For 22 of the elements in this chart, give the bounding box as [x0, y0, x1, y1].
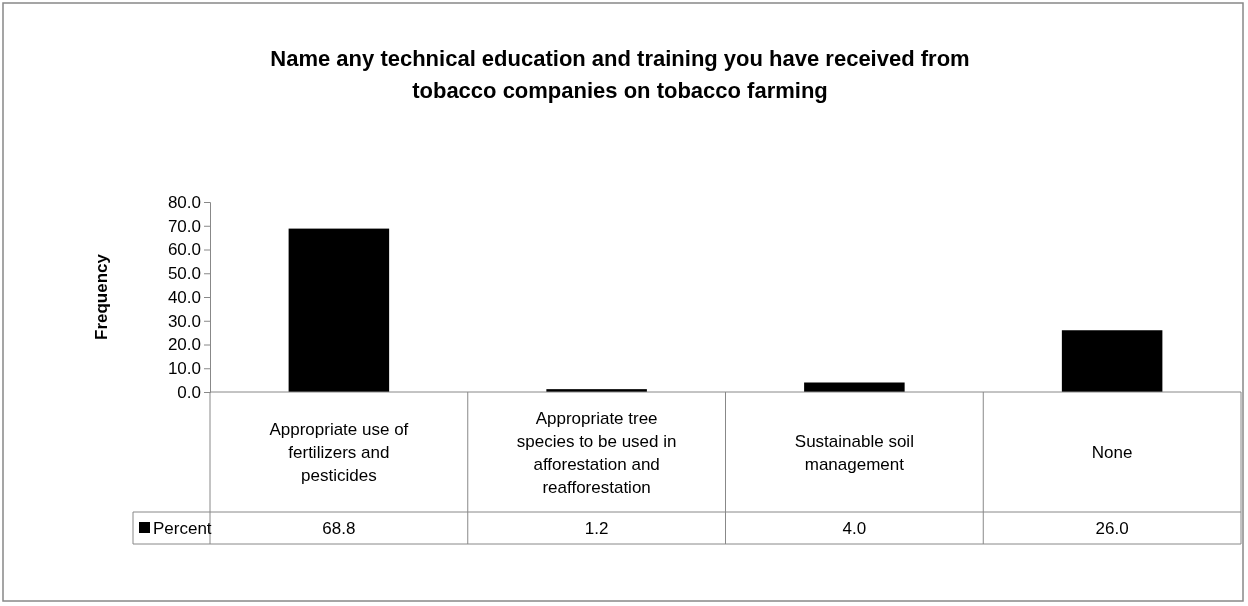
y-tick-label: 30.0 [167, 311, 201, 331]
data-label: 26.0 [1095, 519, 1129, 538]
y-tick-label: 60.0 [167, 240, 201, 260]
bar [1061, 330, 1163, 392]
y-axis-title: Frequency [92, 253, 111, 340]
y-tick-label: 40.0 [167, 287, 201, 307]
x-tick-label: Appropriate use of fertilizers and pesticides [269, 420, 409, 485]
data-label: 1.2 [584, 519, 609, 538]
x-tick-label: Appropriate tree species to be used in afforestation and reafforestation [516, 408, 677, 497]
x-tick-label: Sustainable soil management [794, 431, 914, 474]
x-tick-label: None [1091, 443, 1133, 462]
chart-title: Name any technical education and training you have received from tobacco companies on tobacco farming [270, 46, 970, 103]
bar [288, 228, 390, 392]
y-tick-label: 80.0 [167, 192, 201, 212]
data-label: 4.0 [842, 519, 867, 538]
y-tick-label: 50.0 [167, 264, 201, 284]
y-tick-label: 10.0 [167, 359, 201, 379]
y-tick-label: 70.0 [167, 216, 201, 236]
y-tick-label: 20.0 [167, 335, 201, 355]
legend-label: Percent [153, 519, 212, 538]
data-label: 68.8 [322, 519, 356, 538]
y-tick-label: 0.0 [177, 382, 201, 402]
